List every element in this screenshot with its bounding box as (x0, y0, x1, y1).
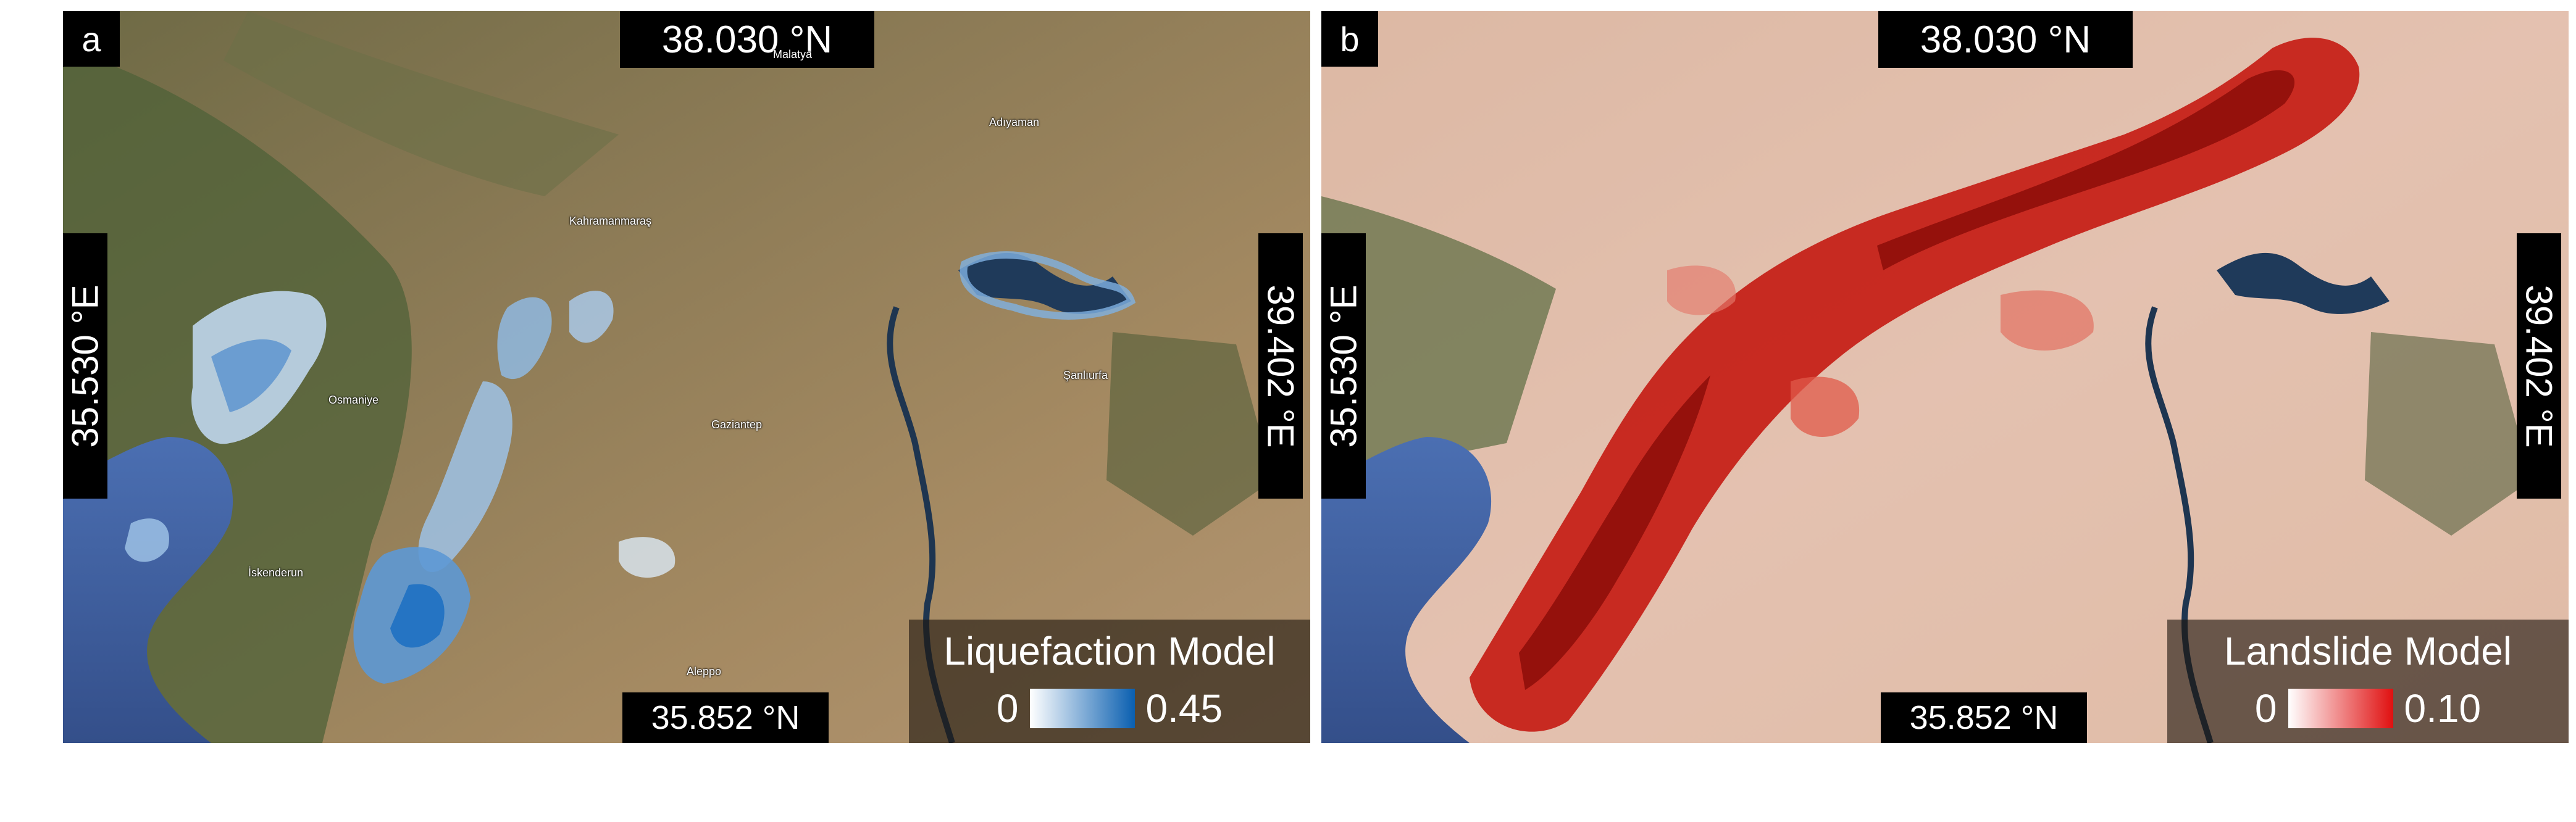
liquefaction-zone (569, 291, 614, 343)
landslide-zone-medium (1791, 376, 1860, 437)
longitude-right-text: 39.402 °E (2518, 284, 2560, 448)
legend-color-ramp (2288, 689, 2393, 728)
latitude-bottom-label: 35.852 °N (622, 692, 829, 743)
reservoir (2217, 252, 2390, 314)
liquefaction-map-panel: a 38.030 °N 35.852 °N 35.530 °E 39.402 °… (63, 11, 1310, 743)
plain-region (1321, 196, 1556, 480)
landslide-zone-peak (1877, 70, 2295, 270)
latitude-top-label: 38.030 °N (620, 11, 874, 68)
legend-scale: 0 0.45 (909, 684, 1310, 733)
legend-color-ramp (1029, 689, 1135, 728)
longitude-left-label: 35.530 °E (63, 233, 107, 499)
legend-min: 0 (2254, 686, 2277, 731)
latitude-top-label: 38.030 °N (1878, 11, 2133, 68)
legend-min: 0 (996, 686, 1019, 731)
place-label: Gaziantep (711, 418, 763, 431)
longitude-right-label: 39.402 °E (2517, 233, 2561, 499)
sea (1321, 437, 1492, 743)
landslide-map-panel: b 38.030 °N 35.852 °N 35.530 °E 39.402 °… (1321, 11, 2569, 743)
panel-letter: b (1321, 11, 1378, 67)
longitude-right-label: 39.402 °E (1258, 233, 1303, 499)
legend-title: Landslide Model (2223, 629, 2512, 673)
longitude-right-text: 39.402 °E (1260, 284, 1302, 448)
longitude-left-label: 35.530 °E (1321, 233, 1366, 499)
longitude-left-text: 35.530 °E (1323, 284, 1365, 448)
satellite-basemap (63, 11, 1310, 743)
liquefaction-zone (619, 537, 675, 578)
panel-letter: a (63, 11, 120, 67)
sea (63, 437, 233, 743)
place-label: Adıyaman (989, 116, 1040, 128)
latitude-bottom-label: 35.852 °N (1881, 692, 2087, 743)
liquefaction-zone (125, 518, 169, 562)
liquefaction-zone-reservoir-shore (960, 251, 1136, 320)
landslide-zone-medium (2001, 290, 2094, 351)
reservoir (958, 252, 1131, 314)
highland-region (224, 11, 619, 196)
liquefaction-zone (418, 381, 512, 572)
color-legend: Landslide Model 0 0.10 (2167, 620, 2569, 743)
place-label: Şanlıurfa (1063, 369, 1108, 381)
place-label: Osmaniye (328, 394, 379, 406)
legend-scale: 0 0.10 (2167, 684, 2569, 733)
legend-max: 0.45 (1145, 686, 1223, 731)
legend-max: 0.10 (2404, 686, 2482, 731)
plain-region (1106, 332, 1273, 536)
legend-title: Liquefaction Model (943, 629, 1276, 673)
landslide-zone-medium (1667, 265, 1736, 315)
liquefaction-zone-peak (390, 584, 445, 648)
liquefaction-zone (497, 297, 552, 380)
place-label: Aleppo (687, 665, 722, 678)
color-legend: Liquefaction Model 0 0.45 (909, 620, 1310, 743)
place-label: Malatya (773, 48, 813, 60)
place-label: Kahramanmaraş (569, 215, 652, 227)
place-label: İskenderun (248, 567, 304, 579)
plain-region (2365, 332, 2532, 536)
landslide-zone-peak (1519, 375, 1710, 690)
liquefaction-zone-high (211, 339, 291, 412)
satellite-basemap (1321, 11, 2569, 743)
longitude-left-text: 35.530 °E (64, 284, 106, 448)
landslide-zone-high (1470, 38, 2360, 732)
